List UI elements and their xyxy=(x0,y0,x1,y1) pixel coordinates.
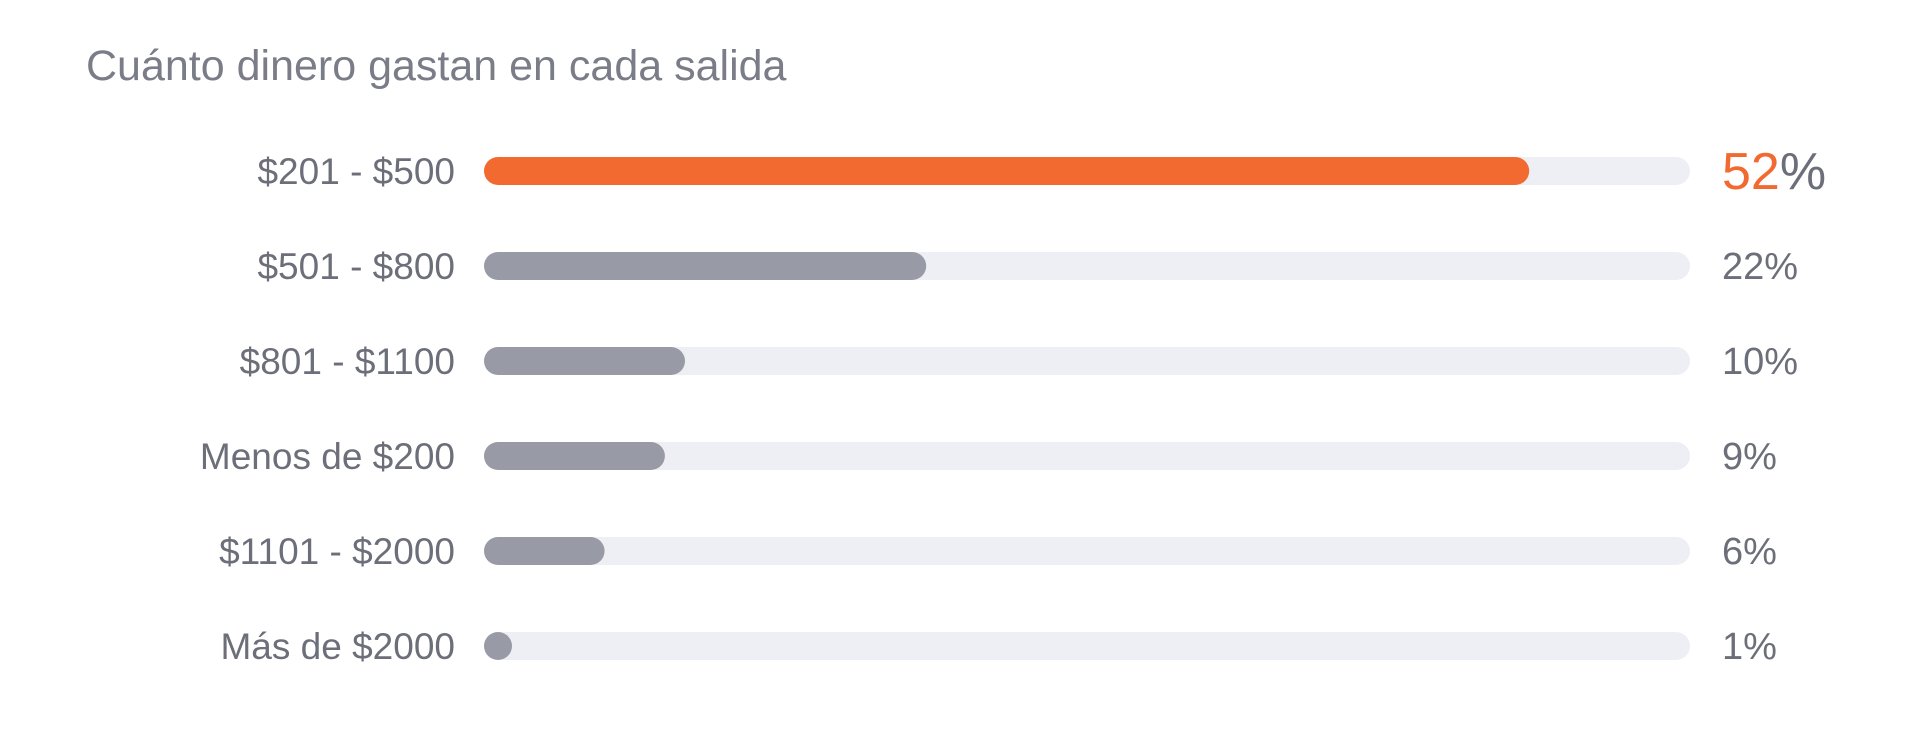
chart-row: $201 - $500 52% xyxy=(257,143,1826,201)
chart-row: $801 - $1100 10% xyxy=(240,341,1798,383)
bar xyxy=(484,442,665,470)
value-label: 6% xyxy=(1722,531,1777,573)
value-label: 1% xyxy=(1722,626,1777,668)
category-label: Menos de $200 xyxy=(200,436,455,477)
chart-row: Menos de $200 9% xyxy=(200,436,1777,478)
chart-row: Más de $2000 1% xyxy=(220,626,1776,668)
value-label: 9% xyxy=(1722,436,1777,478)
category-label: $801 - $1100 xyxy=(240,341,455,382)
bar-track xyxy=(484,442,1690,470)
category-label: $1101 - $2000 xyxy=(219,531,455,572)
value-label: 10% xyxy=(1722,341,1798,383)
chart-row: $1101 - $2000 6% xyxy=(219,531,1777,573)
category-label: $501 - $800 xyxy=(257,246,455,287)
chart-row: $501 - $800 22% xyxy=(257,246,1798,288)
bar-track xyxy=(484,632,1690,660)
bar xyxy=(484,537,605,565)
bar xyxy=(484,632,512,660)
bar-track xyxy=(484,537,1690,565)
value-label: 52% xyxy=(1722,143,1826,201)
bar xyxy=(484,157,1530,185)
chart-title: Cuánto dinero gastan en cada salida xyxy=(86,42,787,90)
bar xyxy=(484,252,927,280)
bar xyxy=(484,347,685,375)
category-label: $201 - $500 xyxy=(257,151,455,192)
category-label: Más de $2000 xyxy=(220,626,455,667)
bar-track xyxy=(484,347,1690,375)
value-label: 22% xyxy=(1722,246,1798,288)
